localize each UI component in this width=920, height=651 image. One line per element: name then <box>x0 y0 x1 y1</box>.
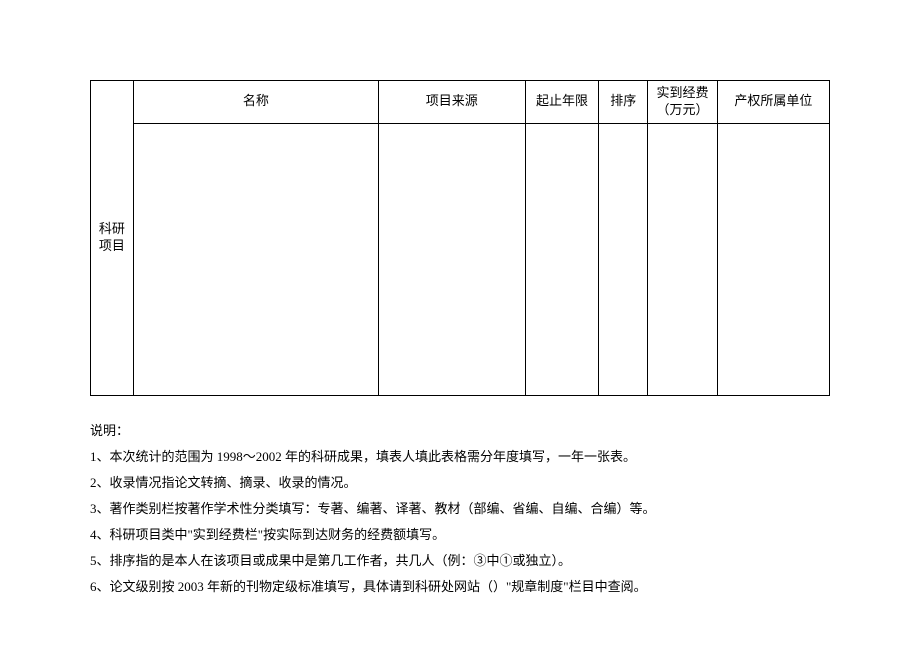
cell-owner <box>717 123 829 395</box>
header-fund: 实到经费（万元） <box>648 81 717 124</box>
header-order: 排序 <box>599 81 648 124</box>
cell-name <box>133 123 378 395</box>
cell-years <box>525 123 598 395</box>
note-item: 4、科研项目类中"实到经费栏"按实际到达财务的经费额填写。 <box>90 522 830 548</box>
note-item: 6、论文级别按 2003 年新的刊物定级标准填写，具体请到科研处网站（）"规章制… <box>90 574 830 600</box>
header-years: 起止年限 <box>525 81 598 124</box>
side-label: 科研项目 <box>91 81 134 396</box>
header-name: 名称 <box>133 81 378 124</box>
header-source: 项目来源 <box>378 81 525 124</box>
note-item: 5、排序指的是本人在该项目或成果中是第几工作者，共几人（例：③中①或独立）。 <box>90 548 830 574</box>
cell-order <box>599 123 648 395</box>
research-project-table: 科研项目 名称 项目来源 起止年限 排序 实到经费（万元） 产权所属单位 <box>90 80 830 396</box>
cell-fund <box>648 123 717 395</box>
table-body-row <box>91 123 830 395</box>
notes-title: 说明： <box>90 418 830 444</box>
table-header-row: 科研项目 名称 项目来源 起止年限 排序 实到经费（万元） 产权所属单位 <box>91 81 830 124</box>
header-owner: 产权所属单位 <box>717 81 829 124</box>
notes-section: 说明： 1、本次统计的范围为 1998～2002 年的科研成果，填表人填此表格需… <box>90 418 830 600</box>
note-item: 2、收录情况指论文转摘、摘录、收录的情况。 <box>90 470 830 496</box>
note-item: 3、著作类别栏按著作学术性分类填写：专著、编著、译著、教材（部编、省编、自编、合… <box>90 496 830 522</box>
note-item: 1、本次统计的范围为 1998～2002 年的科研成果，填表人填此表格需分年度填… <box>90 444 830 470</box>
cell-source <box>378 123 525 395</box>
